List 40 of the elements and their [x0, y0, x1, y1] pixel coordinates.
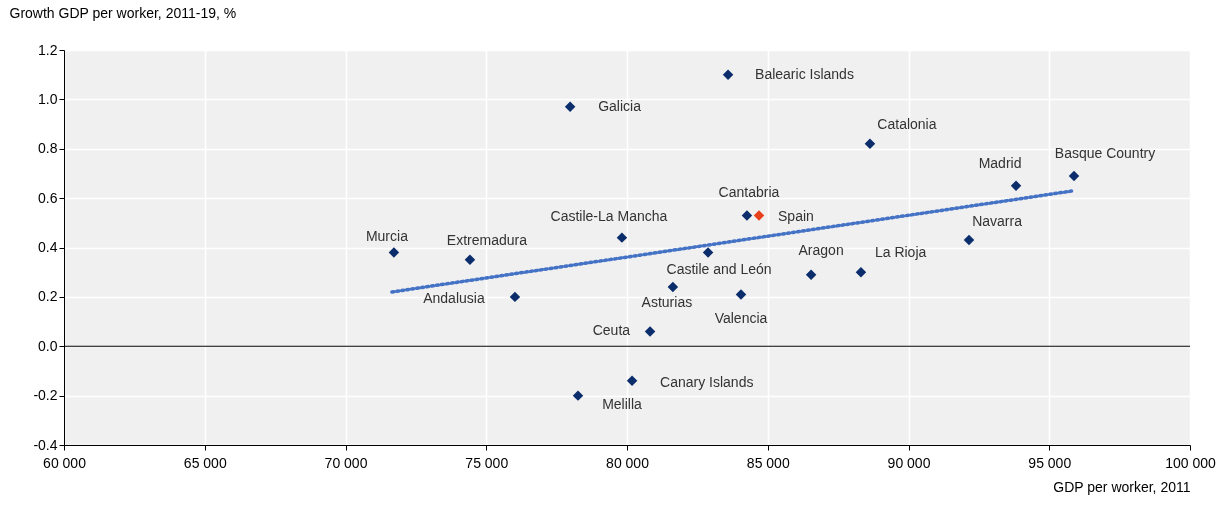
annotation: Asturias	[641, 294, 693, 310]
x-tick-label: 100 000	[1165, 454, 1217, 471]
annotation: Balearic Islands	[755, 65, 854, 82]
x-tick-label: 85 000	[746, 454, 790, 471]
annotation: Galicia	[598, 97, 642, 114]
y-tick-label: 0.6	[38, 189, 58, 206]
x-tick-label: 65 000	[183, 454, 227, 471]
x-tick-label: 90 000	[887, 454, 931, 471]
annotation: Canary Islands	[660, 373, 754, 390]
annotation: Madrid	[978, 154, 1022, 171]
annotation: Basque Country	[1054, 144, 1156, 161]
annotation: Valencia	[714, 310, 768, 327]
annotation: Ceuta	[592, 322, 631, 339]
annotation: Melilla	[602, 395, 643, 412]
x-tick-label: 75 000	[465, 454, 509, 471]
annotation: La Rioja	[874, 244, 927, 261]
annotation: Andalusia	[423, 289, 485, 306]
annotation: Navarra	[972, 213, 1023, 230]
y-tick-label: 0.4	[38, 239, 58, 255]
y-axis-title: Growth GDP per worker, 2011-19, %	[9, 4, 237, 21]
annotation: Murcia	[365, 228, 409, 245]
annotation: Spain	[778, 208, 814, 225]
y-tick-label: -0.2	[33, 387, 58, 404]
annotation: Cantabria	[718, 184, 780, 201]
annotation: Aragon	[798, 241, 844, 258]
y-tick-label: 0.0	[38, 337, 58, 354]
y-tick-label: 1.0	[38, 90, 58, 107]
x-tick-label: 95 000	[1028, 454, 1072, 471]
x-axis-title: GDP per worker, 2011	[1053, 478, 1191, 495]
x-tick-label: 80 000	[606, 454, 650, 471]
x-tick-label: 70 000	[324, 454, 368, 471]
y-tick-label: -0.4	[33, 436, 58, 453]
y-tick-label: 0.2	[38, 288, 58, 305]
annotation: Catalonia	[877, 115, 937, 132]
annotation: Extremadura	[446, 231, 528, 248]
annotation: Castile-La Mancha	[550, 207, 668, 224]
annotation: Castile and León	[666, 261, 772, 278]
y-tick-label: 0.8	[38, 140, 58, 157]
x-tick-label: 60 000	[43, 454, 87, 471]
y-tick-label: 1.2	[38, 41, 58, 58]
